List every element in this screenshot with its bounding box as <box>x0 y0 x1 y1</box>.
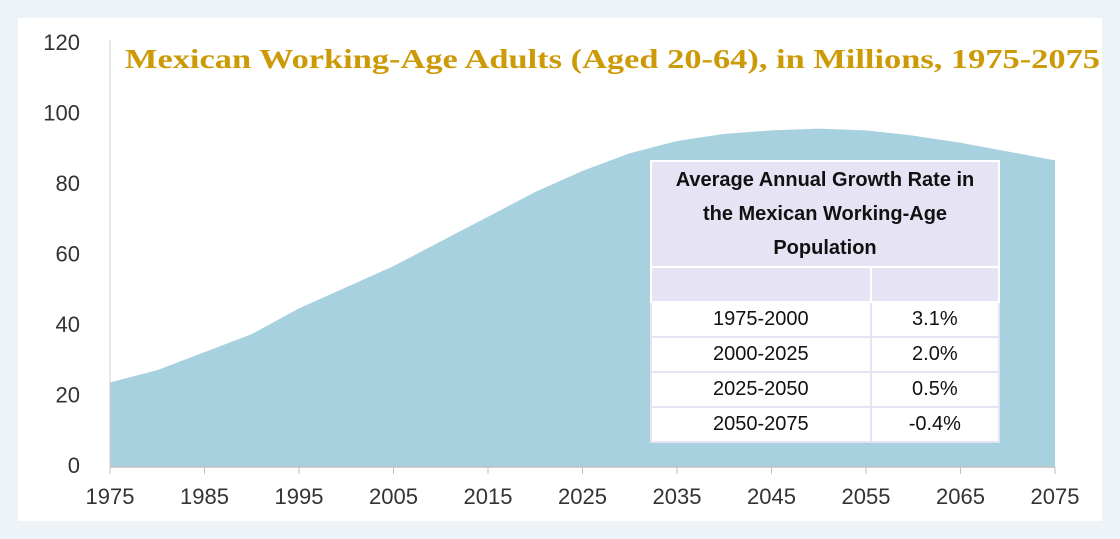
table-title: Average Annual Growth Rate in the Mexica… <box>650 160 1000 268</box>
x-tick-label: 2025 <box>558 484 607 509</box>
x-tick-label: 2005 <box>369 484 418 509</box>
table-row: 2050-2075 -0.4% <box>650 406 1001 443</box>
chart-title: Mexican Working-Age Adults (Aged 20-64),… <box>125 44 1100 74</box>
y-tick-label: 0 <box>68 453 80 478</box>
growth-rate: 2.0% <box>869 336 1001 373</box>
period: 2000-2025 <box>650 336 872 373</box>
y-tick-label: 80 <box>56 171 80 196</box>
period: 2025-2050 <box>650 371 872 408</box>
x-tick-label: 2015 <box>464 484 513 509</box>
x-tick-label: 1985 <box>180 484 229 509</box>
x-tick-label: 2035 <box>653 484 702 509</box>
y-tick-label: 120 <box>43 30 80 55</box>
period: 1975-2000 <box>650 301 872 338</box>
x-tick-label: 1995 <box>275 484 324 509</box>
period: 2050-2075 <box>650 406 872 443</box>
table-row: 1975-2000 3.1% <box>650 301 1001 338</box>
y-tick-label: 100 <box>43 100 80 125</box>
y-tick-label: 60 <box>56 241 80 266</box>
x-tick-label: 1975 <box>86 484 135 509</box>
x-tick-label: 2075 <box>1031 484 1080 509</box>
blank-cell <box>650 266 872 303</box>
growth-table: Average Annual Growth Rate in the Mexica… <box>650 160 1001 443</box>
blank-cell <box>869 266 1001 303</box>
y-tick-label: 20 <box>56 382 80 407</box>
x-tick-label: 2045 <box>747 484 796 509</box>
growth-rate: 0.5% <box>869 371 1001 408</box>
table-row: 2000-2025 2.0% <box>650 336 1001 373</box>
table-row: 2025-2050 0.5% <box>650 371 1001 408</box>
x-tick-label: 2065 <box>936 484 985 509</box>
growth-rate: 3.1% <box>869 301 1001 338</box>
x-tick-label: 2055 <box>842 484 891 509</box>
y-tick-label: 40 <box>56 312 80 337</box>
growth-rate: -0.4% <box>869 406 1001 443</box>
